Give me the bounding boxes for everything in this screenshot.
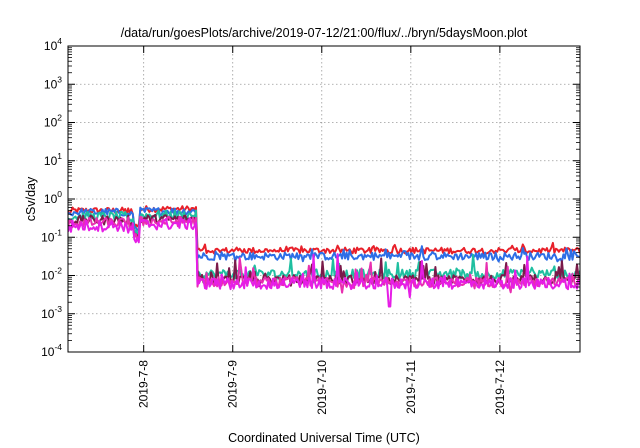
y-tick-label: 10-3	[41, 304, 62, 321]
series-layer	[68, 205, 580, 308]
y-tick-label: 101	[44, 151, 62, 168]
y-tick-label: 10-4	[41, 342, 62, 359]
x-tick-labels: 2019-7-8 2019-7-9 2019-7-10 2019-7-11 2019-7…	[137, 360, 507, 415]
x-tick-label: 2019-7-8	[137, 360, 151, 408]
y-tick-label: 102	[44, 113, 62, 130]
series-line	[68, 213, 580, 288]
ticks	[68, 45, 580, 353]
y-tick-label: 10-2	[41, 266, 62, 283]
y-tick-label: 104	[44, 36, 62, 53]
series-line	[68, 217, 580, 308]
x-tick-label: 2019-7-11	[404, 360, 418, 414]
y-tick-labels: 10-4 10-3 10-2 10-1 100 101 102 103 104	[41, 36, 62, 359]
x-axis-label: Coordinated Universal Time (UTC)	[228, 431, 420, 445]
y-tick-label: 10-1	[41, 227, 62, 244]
y-tick-label: 100	[44, 189, 62, 206]
series-line	[68, 206, 580, 263]
x-tick-label: 2019-7-10	[315, 360, 329, 415]
chart-title: /data/run/goesPlots/archive/2019-07-12/2…	[121, 26, 528, 40]
x-tick-label: 2019-7-12	[493, 360, 507, 415]
series-line	[68, 205, 580, 255]
y-axis-label: cSv/day	[24, 176, 38, 221]
grid	[68, 46, 580, 352]
y-tick-label: 103	[44, 74, 62, 91]
x-tick-label: 2019-7-9	[226, 360, 240, 408]
